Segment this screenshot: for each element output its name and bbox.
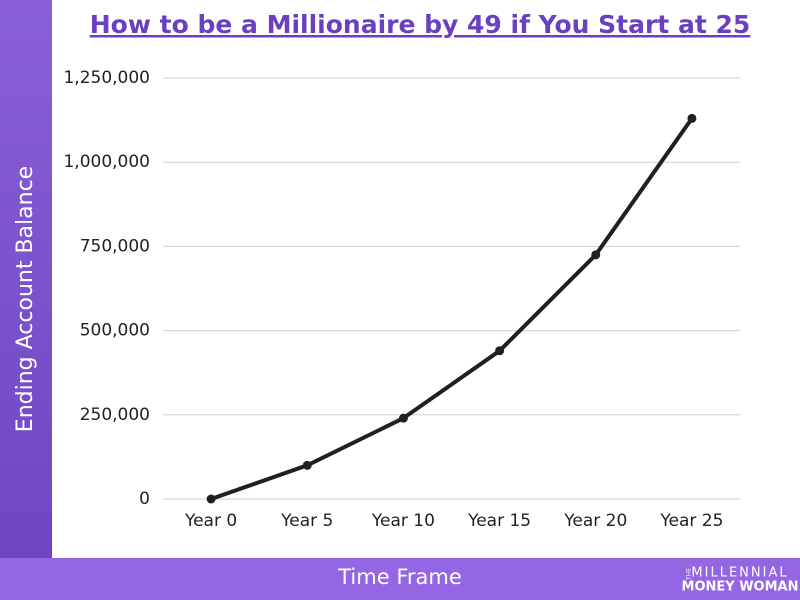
point (591, 250, 601, 260)
line (210, 117, 694, 501)
point (398, 413, 408, 423)
logo-prefix: THE (686, 568, 693, 581)
x-tick-label: Year 10 (371, 511, 435, 531)
y-tick-label: 0 (139, 489, 150, 509)
logo-line: MONEY WOMAN (682, 580, 799, 595)
x-axis-label: Time Frame (337, 565, 462, 589)
chart-title: How to be a Millionaire by 49 if You Sta… (90, 10, 751, 39)
y-tick-label: 500,000 (80, 321, 150, 341)
y-tick-label: 1,250,000 (63, 68, 150, 88)
x-tick-label: Year 0 (184, 511, 237, 531)
point (495, 346, 505, 356)
point (206, 494, 216, 504)
x-tick-label: Year 15 (467, 511, 531, 531)
side-band (0, 0, 52, 560)
x-tick-label: Year 20 (563, 511, 627, 531)
y-tick-label: 750,000 (80, 236, 150, 256)
logo-line: MILLENNIAL (691, 566, 788, 581)
x-tick-label: Year 5 (280, 511, 333, 531)
point (687, 113, 697, 123)
point (302, 460, 312, 470)
y-axis-label: Ending Account Balance (13, 166, 38, 432)
y-tick-label: 1,000,000 (63, 152, 150, 172)
x-tick-label: Year 25 (659, 511, 723, 531)
bottom-band (0, 558, 800, 600)
y-tick-label: 250,000 (80, 405, 150, 425)
